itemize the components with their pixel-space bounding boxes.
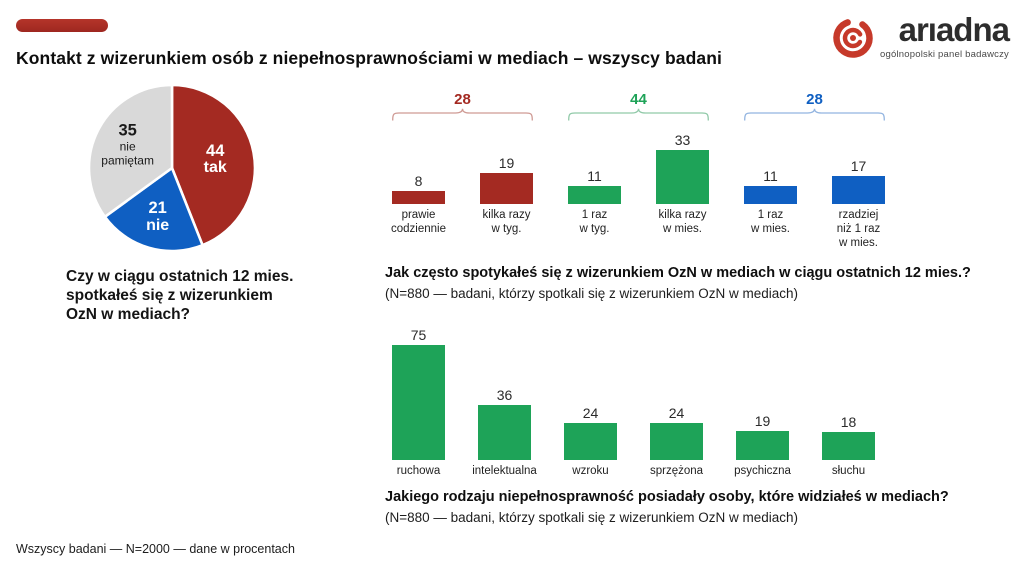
pie-slice-value: 21 xyxy=(148,199,167,218)
chart2-caption: Jakiego rodzaju niepełnosprawność posiad… xyxy=(385,488,1015,526)
bar-category-label: wzroku xyxy=(572,465,609,477)
bar xyxy=(832,176,885,204)
bar-cell: 18 słuchu xyxy=(822,326,875,479)
pie-slice-name: nie xyxy=(119,139,136,154)
bar-value-label: 19 xyxy=(498,154,515,171)
bar xyxy=(736,430,789,460)
ariadna-spiral-icon xyxy=(833,18,873,58)
bar xyxy=(392,190,445,204)
bar-value-label: 18 xyxy=(840,414,857,431)
bar-cell: 8 prawie codziennie xyxy=(391,121,446,237)
bar-category-label: kilka razy w tyg. xyxy=(482,209,531,235)
bar-value-label: 75 xyxy=(410,327,427,343)
chart1-caption: Jak często spotykałeś się z wizerunkiem … xyxy=(385,264,1015,302)
bar-value-label: 24 xyxy=(668,405,685,422)
chart1-title: Jak często spotykałeś się z wizerunkiem … xyxy=(385,265,971,281)
bar-category-label: rzadziej niż 1 raz w mies. xyxy=(836,209,881,249)
bar xyxy=(656,150,709,204)
bar-group: 28 8 prawie codziennie 19 kilka razy w tyg. xyxy=(391,91,533,250)
bar-group: 44 11 1 raz w tyg. 33 kilka razy w mies. xyxy=(568,92,709,250)
bar-cell: 24 wzroku xyxy=(564,326,617,479)
bar xyxy=(744,186,797,204)
group-bracket xyxy=(392,108,533,121)
ariadna-logo: arıadna ogólnopolski panel badawczy xyxy=(830,11,1010,61)
pie-slice-name: tak xyxy=(203,159,227,177)
bar-value-label: 24 xyxy=(582,405,599,422)
chart2-subtitle: (N=880 — badani, którzy spotkali się z w… xyxy=(385,509,799,525)
bar xyxy=(822,432,875,460)
frequency-bar-chart: 28 8 prawie codziennie 19 kilka razy w tyg. 44 1… xyxy=(391,91,885,250)
bar-cell: 75 ruchowa xyxy=(392,326,445,479)
bar-category-label: psychiczna xyxy=(734,465,791,477)
bar xyxy=(564,423,617,460)
bar-cell: 36 intelektualna xyxy=(472,326,537,479)
bar-category-label: sprzężona xyxy=(649,465,704,477)
bar-cell: 19 kilka razy w tyg. xyxy=(480,121,533,237)
bar-cell: 24 sprzężona xyxy=(650,326,703,479)
bar-category-label: słuchu xyxy=(831,465,866,477)
bar xyxy=(650,423,703,460)
disability-type-bar-chart: 75 ruchowa 36 intelektualna 24 wzroku 24 sprzęż… xyxy=(392,326,875,479)
logo-subtitle: ogólnopolski panel badawczy xyxy=(880,49,1009,60)
bar-group: 28 11 1 raz w mies. 17 rzadziej niż 1 raz w mie… xyxy=(744,92,885,250)
pie-question: Czy w ciągu ostatnich 12 mies. spotkałeś … xyxy=(66,268,294,324)
pie-slice-label: 21 nie xyxy=(146,200,169,234)
bar xyxy=(392,345,445,460)
bar-category-label: 1 raz w mies. xyxy=(751,209,790,235)
logo-wordmark: arıadna xyxy=(898,11,1010,48)
group-total-label: 44 xyxy=(630,91,647,108)
bar-cell: 19 psychiczna xyxy=(734,326,791,479)
bar xyxy=(480,172,533,204)
group-bracket xyxy=(744,108,885,121)
bar-value-label: 17 xyxy=(850,158,867,175)
bar-category-label: kilka razy w mies. xyxy=(658,209,707,235)
bar-value-label: 36 xyxy=(496,386,513,403)
footnote: Wszyscy badani — N=2000 — dane w procent… xyxy=(16,542,295,556)
bar-cell: 11 1 raz w tyg. xyxy=(568,121,621,237)
bar-value-label: 8 xyxy=(414,172,423,189)
bar-category-label: ruchowa xyxy=(396,465,441,477)
pie-slice xyxy=(103,166,204,253)
brand-badge xyxy=(16,19,108,32)
bar-cell: 11 1 raz w mies. xyxy=(744,121,797,250)
pie-slice-value: 35 xyxy=(118,121,137,140)
bar-value-label: 11 xyxy=(763,168,778,184)
pie-slice xyxy=(87,83,174,219)
bar-cell: 33 kilka razy w mies. xyxy=(656,121,709,237)
bar xyxy=(478,404,531,460)
group-total-label: 28 xyxy=(454,91,471,108)
bar-category-label: intelektualna xyxy=(472,465,537,477)
page-title: Kontakt z wizerunkiem osób z niepełnospr… xyxy=(16,47,722,68)
group-total-label: 28 xyxy=(806,91,823,108)
bar-value-label: 19 xyxy=(754,412,771,429)
bar xyxy=(568,186,621,204)
pie-slice-name: nie xyxy=(146,216,170,234)
bar-cell: 17 rzadziej niż 1 raz w mies. xyxy=(832,121,885,250)
pie-chart: 44 tak 21 nie 35 nie pamiętam xyxy=(86,82,258,254)
group-bracket xyxy=(568,108,709,121)
pie-slice-name: pamiętam xyxy=(101,153,154,168)
bar-category-label: prawie codziennie xyxy=(391,209,446,235)
pie-slice xyxy=(170,83,257,247)
chart2-title: Jakiego rodzaju niepełnosprawność posiad… xyxy=(385,489,949,505)
bar-category-label: 1 raz w tyg. xyxy=(579,209,610,235)
chart1-subtitle: (N=880 — badani, którzy spotkali się z w… xyxy=(385,285,799,301)
pie-slice-label: 44 tak xyxy=(203,141,227,177)
pie-slice-value: 44 xyxy=(206,141,225,160)
bar-value-label: 11 xyxy=(587,168,602,184)
pie-slice-label: 35 nie pamiętam xyxy=(101,121,154,168)
bar-value-label: 33 xyxy=(674,132,691,148)
pie-svg xyxy=(87,83,257,253)
